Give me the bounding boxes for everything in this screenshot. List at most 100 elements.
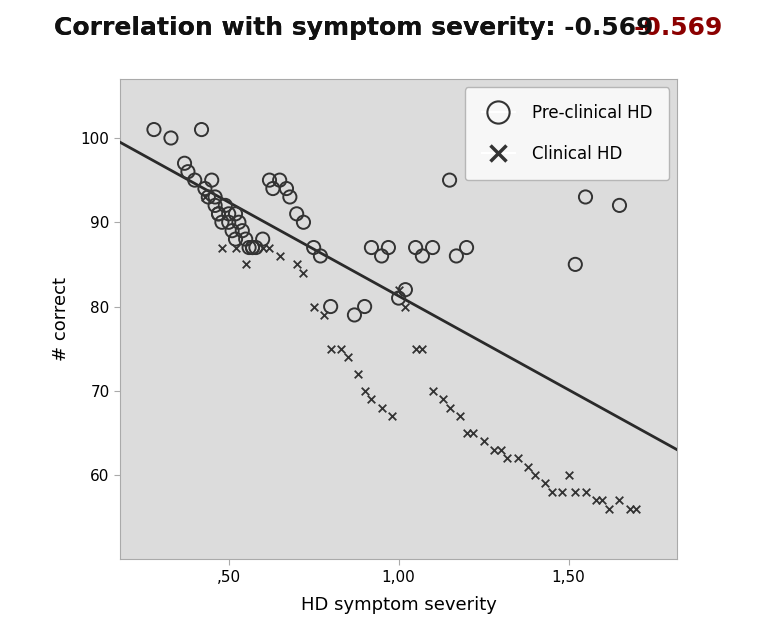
Point <box>461 243 473 253</box>
Point <box>222 217 235 228</box>
Point <box>256 234 269 244</box>
Legend: Pre-clinical HD, Clinical HD: Pre-clinical HD, Clinical HD <box>465 87 669 180</box>
Point <box>229 234 241 244</box>
Point <box>409 344 422 354</box>
Point <box>314 251 327 261</box>
Point <box>358 301 371 312</box>
Y-axis label: # correct: # correct <box>52 277 70 361</box>
Point <box>358 386 371 396</box>
Point <box>624 504 636 514</box>
Point <box>488 445 500 455</box>
Point <box>307 243 320 253</box>
Point <box>284 192 296 202</box>
Point <box>222 209 235 219</box>
Point <box>165 133 177 143</box>
Point <box>613 495 625 506</box>
Point <box>416 251 429 261</box>
Text: Correlation with symptom severity: -0.569: Correlation with symptom severity: -0.56… <box>54 16 654 40</box>
Point <box>569 259 581 269</box>
Point <box>297 268 310 278</box>
Point <box>297 217 310 228</box>
Point <box>246 243 259 253</box>
Point <box>324 344 337 354</box>
Point <box>512 453 524 463</box>
Point <box>239 259 252 269</box>
Point <box>603 504 615 514</box>
Point <box>375 403 388 413</box>
Point <box>392 284 405 295</box>
Point <box>178 158 190 168</box>
Text: -0.569: -0.569 <box>633 16 722 40</box>
Point <box>596 495 608 506</box>
Point <box>263 243 276 253</box>
Point <box>189 175 201 185</box>
Point <box>467 428 480 438</box>
Point <box>236 226 248 236</box>
Point <box>590 495 602 506</box>
Point <box>351 369 364 379</box>
Point <box>365 243 378 253</box>
Point <box>273 251 286 261</box>
Point <box>613 200 625 210</box>
Point <box>341 352 354 362</box>
Point <box>273 175 286 185</box>
Point <box>522 461 534 471</box>
Point <box>495 445 507 455</box>
Point <box>246 243 259 253</box>
Point <box>450 251 463 261</box>
Point <box>219 200 231 210</box>
Point <box>382 243 395 253</box>
Point <box>206 175 218 185</box>
Point <box>334 344 347 354</box>
Point <box>501 453 513 463</box>
Point <box>267 183 279 193</box>
Point <box>216 217 228 228</box>
Point <box>226 226 238 236</box>
X-axis label: HD symptom severity: HD symptom severity <box>300 596 497 614</box>
Point <box>324 301 337 312</box>
Point <box>212 209 224 219</box>
Point <box>630 504 642 514</box>
Point <box>212 209 224 219</box>
Point <box>444 175 456 185</box>
Point <box>392 293 405 303</box>
Point <box>280 183 293 193</box>
Point <box>375 251 388 261</box>
Point <box>563 470 575 480</box>
Point <box>290 259 303 269</box>
Point <box>209 192 221 202</box>
Point <box>256 243 269 253</box>
Point <box>399 301 412 312</box>
Point <box>399 284 412 295</box>
Point <box>202 192 214 202</box>
Point <box>529 470 541 480</box>
Point <box>182 167 194 177</box>
Point <box>546 487 558 497</box>
Point <box>199 183 211 193</box>
Point <box>426 386 439 396</box>
Point <box>216 243 228 253</box>
Point <box>233 217 245 228</box>
Point <box>569 487 581 497</box>
Point <box>539 478 551 489</box>
Point <box>365 394 378 404</box>
Point <box>385 411 398 421</box>
Point <box>229 209 241 219</box>
Point <box>426 243 439 253</box>
Text: Correlation with symptom severity:: Correlation with symptom severity: <box>54 16 564 40</box>
Point <box>348 310 361 320</box>
Point <box>243 243 255 253</box>
Point <box>317 310 330 320</box>
Point <box>454 411 466 421</box>
Point <box>195 125 207 135</box>
Point <box>239 234 252 244</box>
Point <box>416 344 429 354</box>
Point <box>250 243 262 253</box>
Point <box>199 192 211 202</box>
Point <box>209 200 221 210</box>
Point <box>461 428 473 438</box>
Point <box>290 209 303 219</box>
Point <box>579 192 591 202</box>
Point <box>409 243 422 253</box>
Point <box>229 243 241 253</box>
